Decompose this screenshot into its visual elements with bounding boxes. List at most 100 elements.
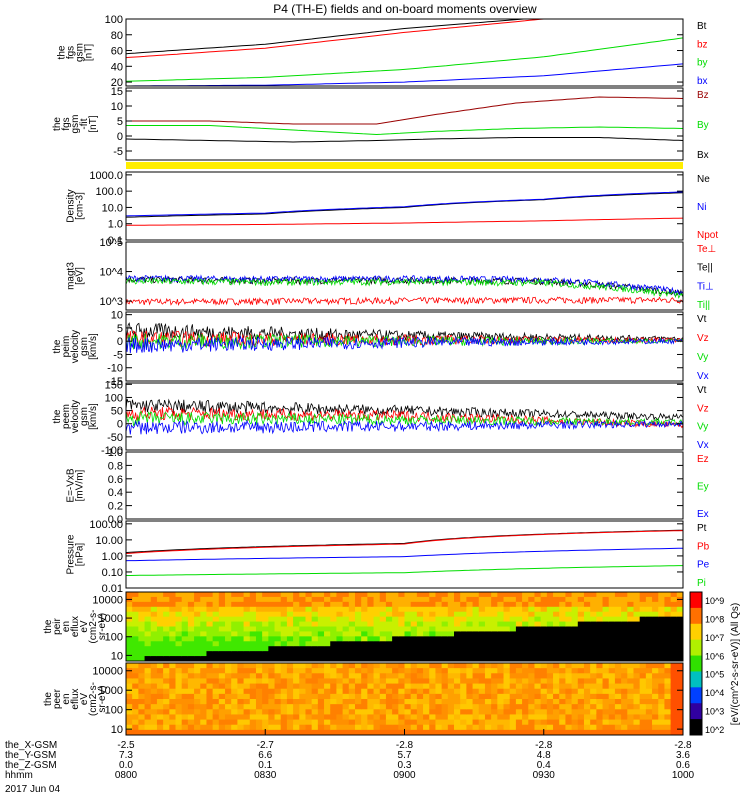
spectrogram-cell [553,651,560,657]
spectrogram-cell [354,714,362,721]
spectrogram-cell [553,709,560,716]
spectrogram-cell [268,626,276,633]
spectrogram-cell [163,616,170,623]
spectrogram-cell [361,699,368,705]
spectrogram-cell [540,601,548,608]
spectrogram-cell [608,704,616,710]
spectrogram-cell [243,678,251,685]
spectrogram-cell [181,724,189,731]
spectrogram-cell [274,611,282,618]
ephemeris-value: 1000 [672,770,695,781]
spectrogram-cell [416,616,424,623]
spectrogram-cell [602,621,610,628]
spectrogram-cell [565,631,573,637]
spectrogram-cell [596,641,604,647]
spectrogram-cell [454,601,461,608]
spectrogram-cell [156,663,164,669]
spectrogram-cell [559,616,567,623]
spectrogram-cell [243,668,251,674]
spectrogram-cell [441,656,449,661]
spectrogram-cell [249,616,257,623]
spectrogram-cell [540,693,548,700]
spectrogram-cell [522,668,529,674]
spectrogram-cell [559,668,567,674]
spectrogram-cell [212,621,220,628]
spectrogram-cell [392,641,399,647]
spectrogram-cell [237,724,245,731]
spectrogram-cell [299,714,307,721]
spectrogram-cell [225,626,232,633]
spectrogram-cell [361,709,368,716]
spectrogram-cell [361,724,368,731]
spectrogram-cell [540,596,548,603]
spectrogram-cell [596,663,604,669]
spectrogram-cell [132,651,139,657]
spectrogram-cell [460,646,467,652]
spectrogram-cell [144,673,152,680]
spectrogram-cell [429,709,437,716]
spectrogram-cell [676,606,683,613]
y-tick-label: 0.2 [108,501,123,513]
spectrogram-cell [373,724,381,731]
spectrogram-cell [354,719,362,726]
spectrogram-cell [491,693,498,700]
spectrogram-cell [466,626,474,633]
spectrogram-cell [348,656,356,661]
spectrogram-cell [416,636,424,642]
spectrogram-cell [614,724,622,731]
spectrogram-cell [590,663,597,669]
spectrogram-cell [305,663,313,669]
spectrogram-cell [175,699,183,705]
spectrogram-cell [156,678,164,685]
spectrogram-cell [423,673,430,680]
spectrogram-cell [367,656,375,661]
spectrogram-cell [305,626,313,633]
spectrogram-cell [441,729,449,735]
spectrogram-cell [652,724,659,731]
spectrogram-cell [410,626,418,633]
spectrogram-cell [528,668,536,674]
spectrogram-cell [187,646,195,652]
spectrogram-cell [435,688,443,695]
spectrogram-cell [212,704,220,710]
panel-frame [125,591,684,662]
spectrogram-cell [460,596,467,603]
spectrogram-cell [447,724,455,731]
spectrogram-cell [255,606,263,613]
spectrogram-cell [652,656,659,661]
spectrogram-cell [126,606,133,613]
spectrogram-cell [441,611,449,618]
spectrogram-cell [311,596,319,603]
spectrogram-cell [169,626,177,633]
spectrogram-cell [571,724,579,731]
spectrogram-cell [274,616,282,623]
spectrogram-cell [163,596,170,603]
spectrogram-cell [280,719,288,726]
spectrogram-cell [243,641,251,647]
y-axis-label: peir [52,617,63,634]
spectrogram-cell [528,699,536,705]
spectrogram-cell [571,621,579,628]
panel-frame [125,241,684,311]
spectrogram-cell [132,616,139,623]
spectrogram-cell [311,636,319,642]
spectrogram-cell [534,611,542,618]
spectrogram-cell [670,729,678,735]
spectrogram-cell [565,606,573,613]
panel-peer: 10100100010000thepeerenefluxeV(cm2-s-sr-… [43,662,684,736]
spectrogram-cell [336,714,344,721]
spectrogram-cell [621,663,628,669]
spectrogram-cell [670,636,678,642]
spectrogram-cell [522,729,529,735]
spectrogram-cell [361,719,368,726]
spectrogram-cell [187,621,195,628]
spectrogram-cell [466,673,474,680]
spectrogram-cell [218,688,226,695]
spectrogram-cell [410,656,418,661]
spectrogram-cell [565,704,573,710]
spectrogram-cell [658,601,666,608]
spectrogram-cell [534,709,542,716]
legend-Vt: Vt [697,385,707,396]
y-axis-label: velocity [70,400,81,433]
spectrogram-cell [181,601,189,608]
